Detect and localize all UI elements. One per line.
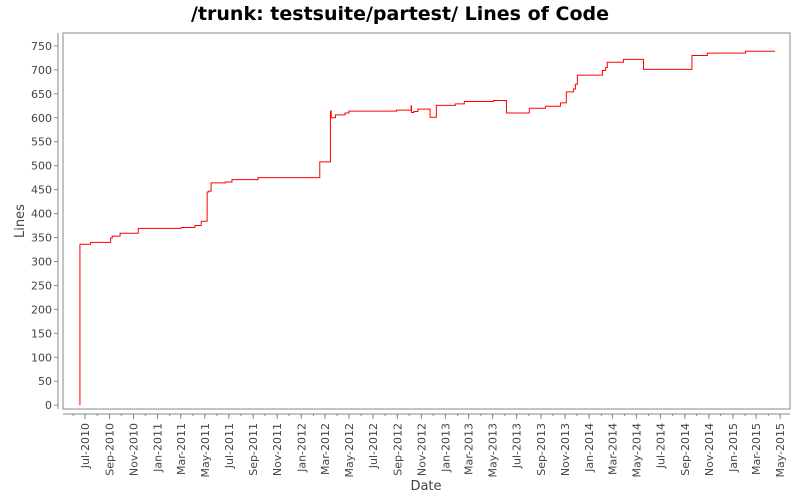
x-tick-label: May-2011 bbox=[199, 423, 212, 478]
x-tick-label: Mar-2013 bbox=[463, 423, 476, 475]
x-tick-label: Nov-2012 bbox=[415, 423, 428, 476]
y-tick-label: 50 bbox=[38, 375, 52, 388]
y-tick-label: 650 bbox=[31, 88, 52, 101]
y-tick-label: 550 bbox=[31, 136, 52, 149]
x-tick-label: Sep-2013 bbox=[535, 423, 548, 476]
x-tick-label: Nov-2014 bbox=[703, 423, 716, 476]
x-tick-label: May-2013 bbox=[487, 423, 500, 478]
y-tick-label: 400 bbox=[31, 208, 52, 221]
x-tick-label: Sep-2010 bbox=[103, 423, 116, 476]
plot-area bbox=[62, 32, 791, 410]
y-tick-label: 450 bbox=[31, 184, 52, 197]
x-axis: Jul-2010 Sep-2010 Nov-2010 Jan-2011 Mar-2011… bbox=[63, 413, 790, 478]
y-tick-label: 700 bbox=[31, 64, 52, 77]
x-tick-label: Sep-2014 bbox=[679, 423, 692, 476]
x-tick-label: Jan-2014 bbox=[583, 423, 596, 473]
x-tick-label: Sep-2011 bbox=[247, 423, 260, 476]
series-layer bbox=[79, 50, 776, 406]
y-tick-label: 300 bbox=[31, 255, 52, 268]
x-tick-label: Mar-2014 bbox=[606, 423, 619, 475]
y-axis-label: Lines bbox=[13, 204, 28, 238]
x-tick-label: May-2015 bbox=[774, 423, 787, 478]
x-tick-label: Jul-2012 bbox=[367, 423, 380, 469]
y-tick-label: 500 bbox=[31, 160, 52, 173]
y-tick-label: 750 bbox=[31, 40, 52, 53]
y-tick-label: 600 bbox=[31, 112, 52, 125]
chart-title: /trunk: testsuite/partest/ Lines of Code bbox=[191, 3, 609, 25]
y-tick-label: 250 bbox=[31, 279, 52, 292]
x-tick-label: Jul-2013 bbox=[511, 423, 524, 469]
y-axis: 0 50 100 150 200 250 300 350 400 450 500 550 600 650 7… bbox=[31, 33, 59, 412]
x-tick-label: May-2012 bbox=[343, 423, 356, 478]
x-tick-label: Mar-2011 bbox=[175, 423, 188, 475]
x-tick-label: Jan-2015 bbox=[727, 423, 740, 473]
x-axis-label: Date bbox=[410, 479, 441, 494]
x-tick-label: Jan-2013 bbox=[439, 423, 452, 473]
y-tick-label: 200 bbox=[31, 303, 52, 316]
x-tick-label: Mar-2012 bbox=[319, 423, 332, 475]
x-tick-label: Nov-2013 bbox=[559, 423, 572, 476]
y-tick-label: 100 bbox=[31, 351, 52, 364]
y-tick-label: 150 bbox=[31, 327, 52, 340]
y-tick-label: 0 bbox=[45, 399, 52, 412]
x-tick-label: Jul-2014 bbox=[654, 423, 667, 469]
x-tick-label: Jul-2010 bbox=[79, 423, 92, 469]
y-tick-label: 350 bbox=[31, 232, 52, 245]
x-tick-label: Nov-2011 bbox=[271, 423, 284, 476]
x-tick-label: Mar-2015 bbox=[750, 423, 763, 475]
x-tick-label: Jan-2012 bbox=[295, 423, 308, 473]
x-tick-label: May-2014 bbox=[630, 423, 643, 478]
series-line bbox=[79, 50, 776, 406]
x-tick-label: Jul-2011 bbox=[223, 423, 236, 469]
x-tick-label: Nov-2010 bbox=[127, 423, 140, 476]
x-tick-label: Sep-2012 bbox=[391, 423, 404, 476]
x-tick-label: Jan-2011 bbox=[152, 423, 165, 473]
